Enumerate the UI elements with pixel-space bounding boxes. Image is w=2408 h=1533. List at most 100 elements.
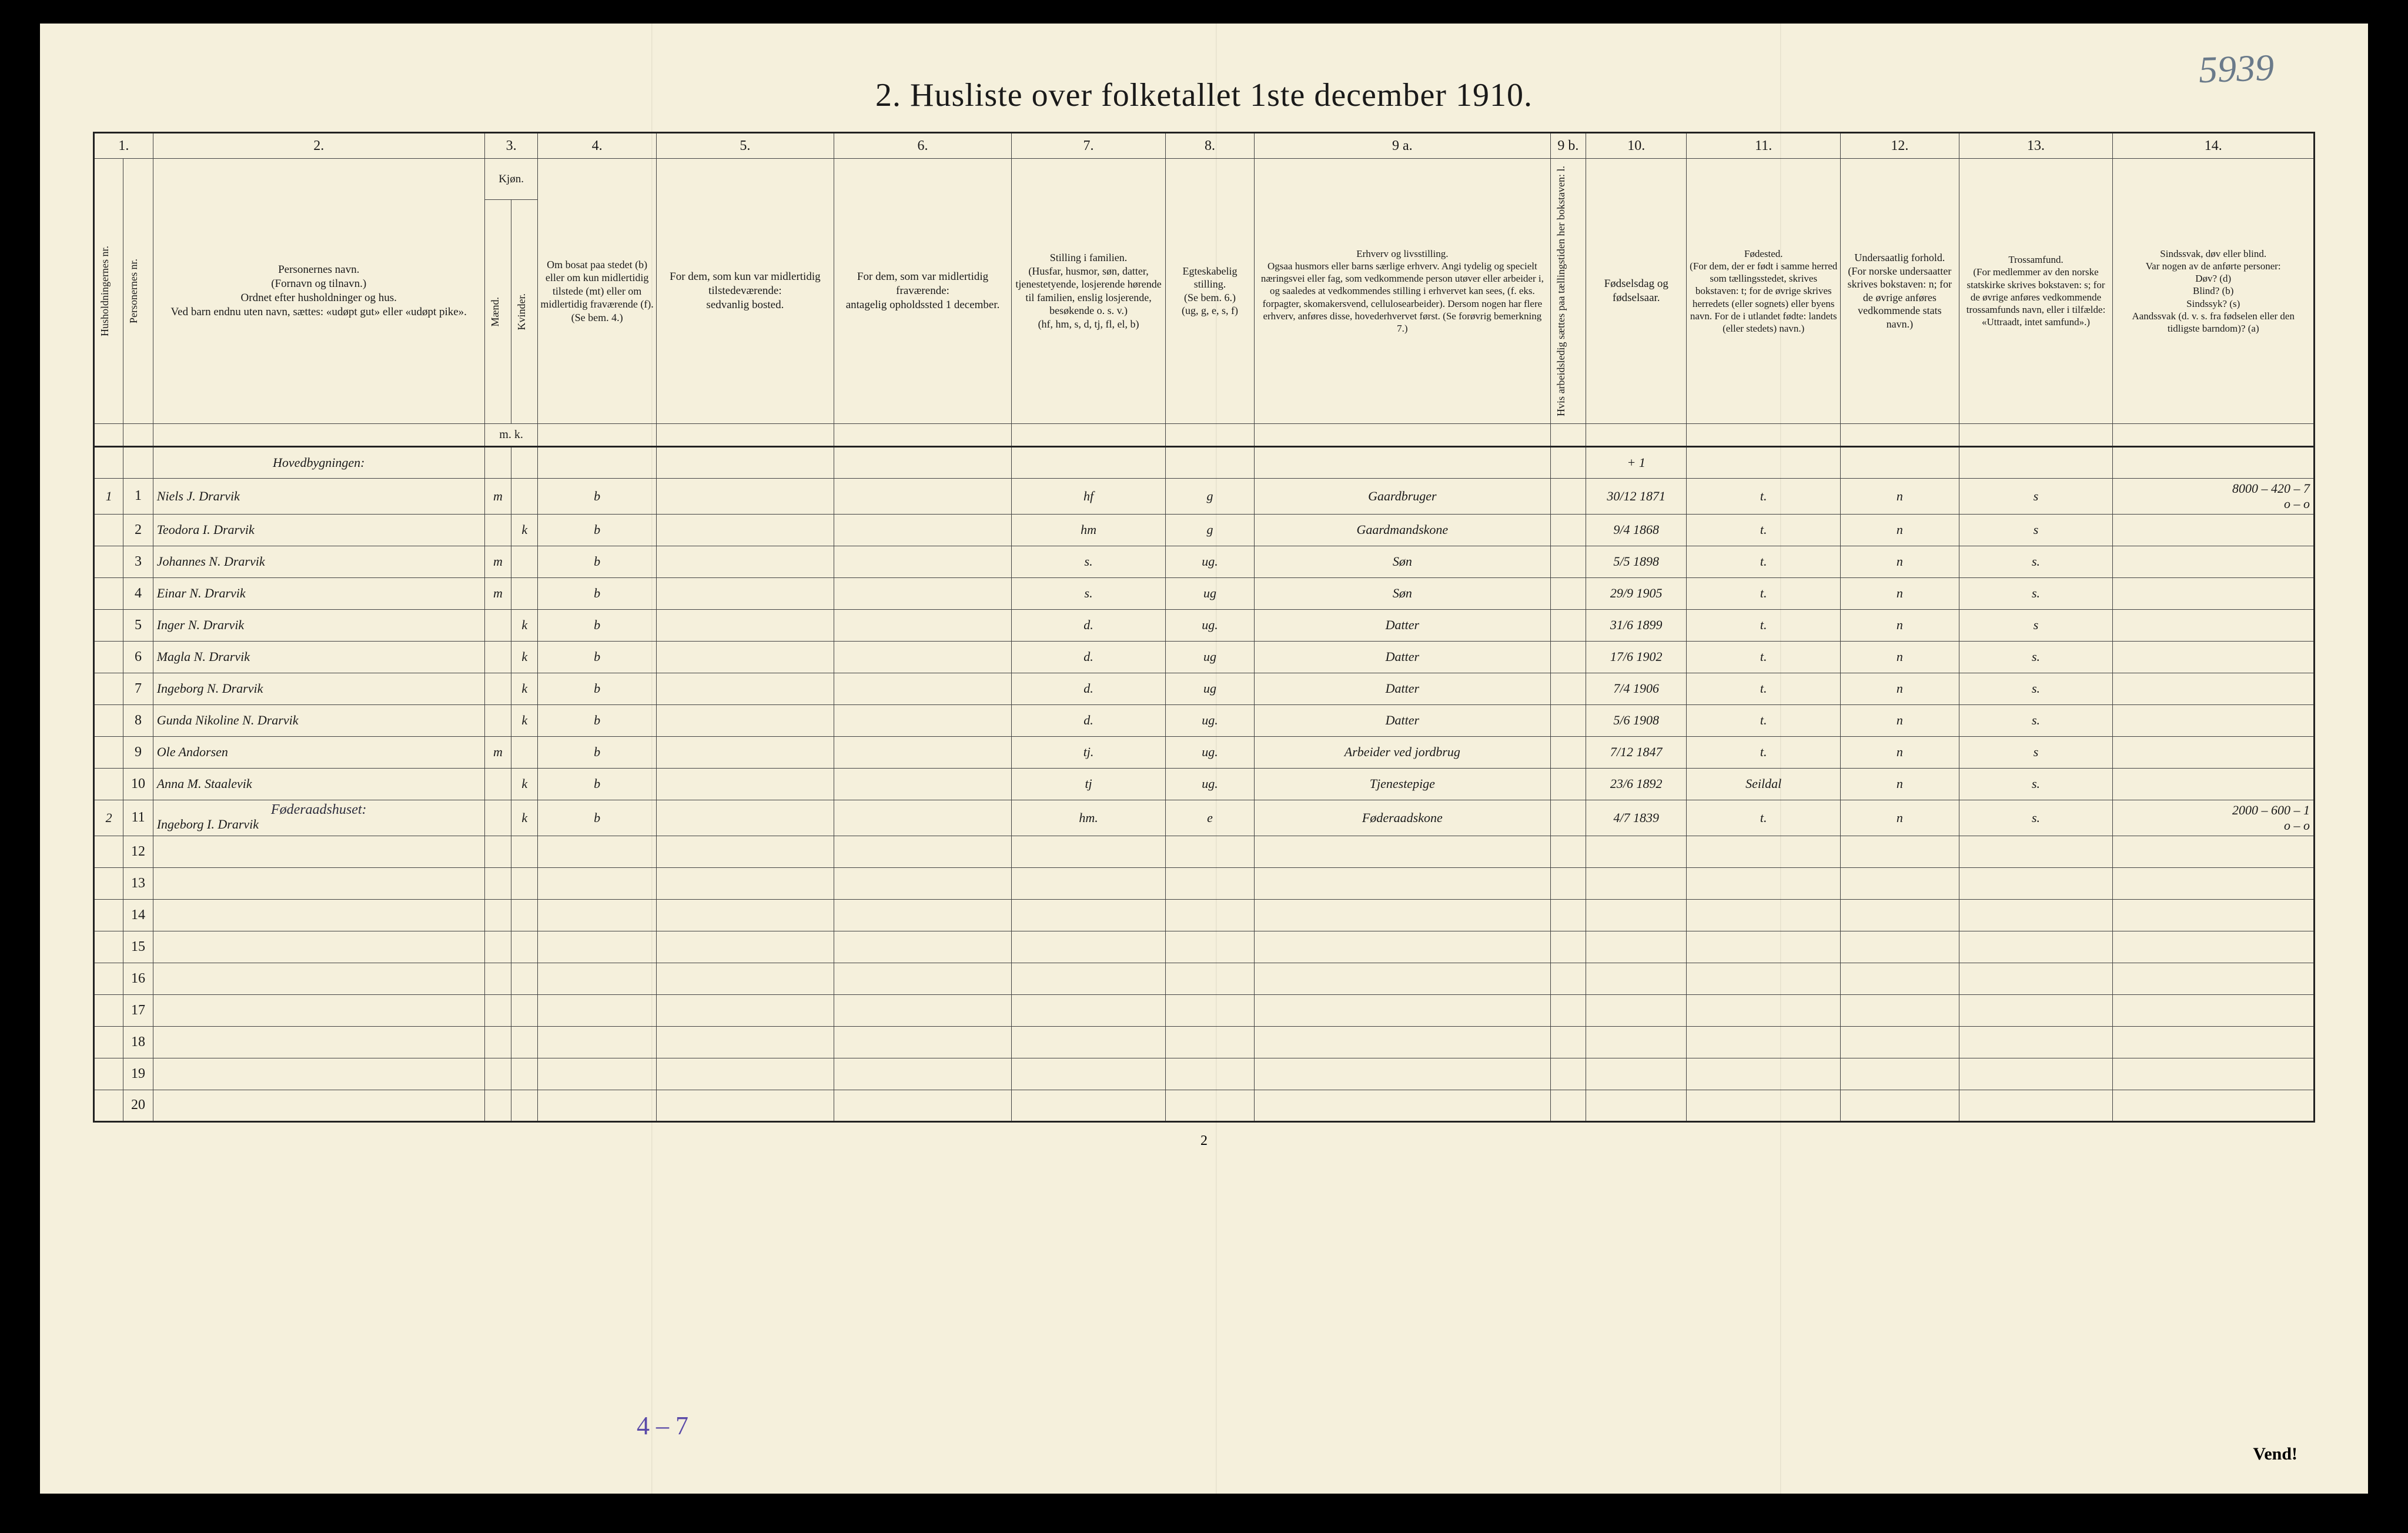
cell-c9b	[1550, 800, 1586, 836]
cell-mar: ug.	[1165, 704, 1254, 736]
cell	[1012, 994, 1166, 1026]
cell-fam: d.	[1012, 704, 1166, 736]
cell	[1586, 931, 1687, 963]
cell-mar: ug.	[1165, 736, 1254, 768]
cell-res: b	[538, 641, 656, 673]
cell-sex-m: m	[484, 577, 511, 609]
cell-hh: 2	[94, 800, 123, 836]
cell	[153, 899, 484, 931]
bottom-handwritten-note: 4 – 7	[637, 1411, 688, 1441]
cell-nat: n	[1841, 609, 1959, 641]
cell-rel: s.	[1959, 800, 2113, 836]
cell-res: b	[538, 800, 656, 836]
cell-c5	[656, 478, 834, 514]
cell-occ: Tjenestepige	[1255, 768, 1551, 800]
cell	[1550, 867, 1586, 899]
colnum: 10.	[1586, 133, 1687, 159]
cell	[484, 931, 511, 963]
cell	[1586, 1090, 1687, 1121]
cell	[538, 1026, 656, 1058]
cell-pn: 14	[123, 899, 153, 931]
cell	[1841, 446, 1959, 478]
cell-note	[2113, 736, 2315, 768]
cell	[94, 446, 123, 478]
census-table: 1. 2. 3. 4. 5. 6. 7. 8. 9 a. 9 b. 10. 11…	[93, 132, 2315, 1123]
cell-note	[2113, 546, 2315, 577]
table-row: 12	[94, 836, 2315, 867]
vend-label: Vend!	[2253, 1444, 2297, 1464]
cell-nat: n	[1841, 478, 1959, 514]
cell-res: b	[538, 514, 656, 546]
cell	[656, 1058, 834, 1090]
blank	[94, 423, 123, 446]
cell-sex-m	[484, 514, 511, 546]
cell-fam: hm	[1012, 514, 1166, 546]
cell	[1586, 963, 1687, 994]
cell	[656, 931, 834, 963]
cell-res: b	[538, 546, 656, 577]
cell	[1165, 1058, 1254, 1090]
table-row: 2Teodora I. DrarvikkbhmgGaardmandskone9/…	[94, 514, 2315, 546]
cell	[656, 899, 834, 931]
cell	[2113, 963, 2315, 994]
cell	[1687, 1058, 1841, 1090]
table-row: 15	[94, 931, 2315, 963]
cell-c5	[656, 736, 834, 768]
cell	[1841, 1026, 1959, 1058]
cell	[153, 867, 484, 899]
cell	[484, 994, 511, 1026]
cell	[1012, 931, 1166, 963]
colnum: 3.	[484, 133, 538, 159]
cell-fam: d.	[1012, 609, 1166, 641]
handwritten-page-number: 5939	[2198, 46, 2275, 92]
cell	[484, 1058, 511, 1090]
cell	[834, 1090, 1011, 1121]
table-row: 8Gunda Nikoline N. Drarvikkbd.ug.Datter5…	[94, 704, 2315, 736]
cell-note	[2113, 609, 2315, 641]
cell	[1841, 836, 1959, 867]
cell-mar: ug	[1165, 673, 1254, 704]
cell	[484, 836, 511, 867]
cell	[538, 446, 656, 478]
cell-fam: tj.	[1012, 736, 1166, 768]
cell	[1586, 1058, 1687, 1090]
cell-rel: s.	[1959, 546, 2113, 577]
cell-occ: Søn	[1255, 577, 1551, 609]
cell-bp: t.	[1687, 478, 1841, 514]
cell	[511, 446, 538, 478]
cell	[511, 963, 538, 994]
cell	[1586, 867, 1687, 899]
cell	[1959, 1026, 2113, 1058]
cell-c9b	[1550, 546, 1586, 577]
table-row: 5Inger N. Drarvikkbd.ug.Datter31/6 1899t…	[94, 609, 2315, 641]
cell-c5	[656, 673, 834, 704]
cell	[511, 899, 538, 931]
cell	[834, 1026, 1011, 1058]
col-header: Undersaatlig forhold. (For norske unders…	[1841, 159, 1959, 424]
census-page: 5939 2. Husliste over folketallet 1ste d…	[40, 24, 2368, 1494]
cell	[1959, 446, 2113, 478]
cell	[1841, 867, 1959, 899]
cell	[1255, 1058, 1551, 1090]
table-row: 11Niels J. DrarvikmbhfgGaardbruger30/12 …	[94, 478, 2315, 514]
table-row: 16	[94, 963, 2315, 994]
cell-name: Gunda Nikoline N. Drarvik	[153, 704, 484, 736]
cell-hh: 1	[94, 478, 123, 514]
cell-res: b	[538, 768, 656, 800]
cell-sex-k: k	[511, 514, 538, 546]
cell	[2113, 1058, 2315, 1090]
cell	[1012, 899, 1166, 931]
blank	[834, 423, 1011, 446]
cell-pn: 1	[123, 478, 153, 514]
cell	[1012, 1026, 1166, 1058]
cell	[1550, 963, 1586, 994]
cell	[656, 867, 834, 899]
cell	[1959, 836, 2113, 867]
header-text-row: Husholdningernes nr. Personernes nr. Per…	[94, 159, 2315, 200]
cell-dob: 31/6 1899	[1586, 609, 1687, 641]
cell-dob: 23/6 1892	[1586, 768, 1687, 800]
col-subheader: Kvinder.	[511, 199, 538, 423]
cell-nat: n	[1841, 736, 1959, 768]
cell-rel: s	[1959, 609, 2113, 641]
cell-c6	[834, 736, 1011, 768]
